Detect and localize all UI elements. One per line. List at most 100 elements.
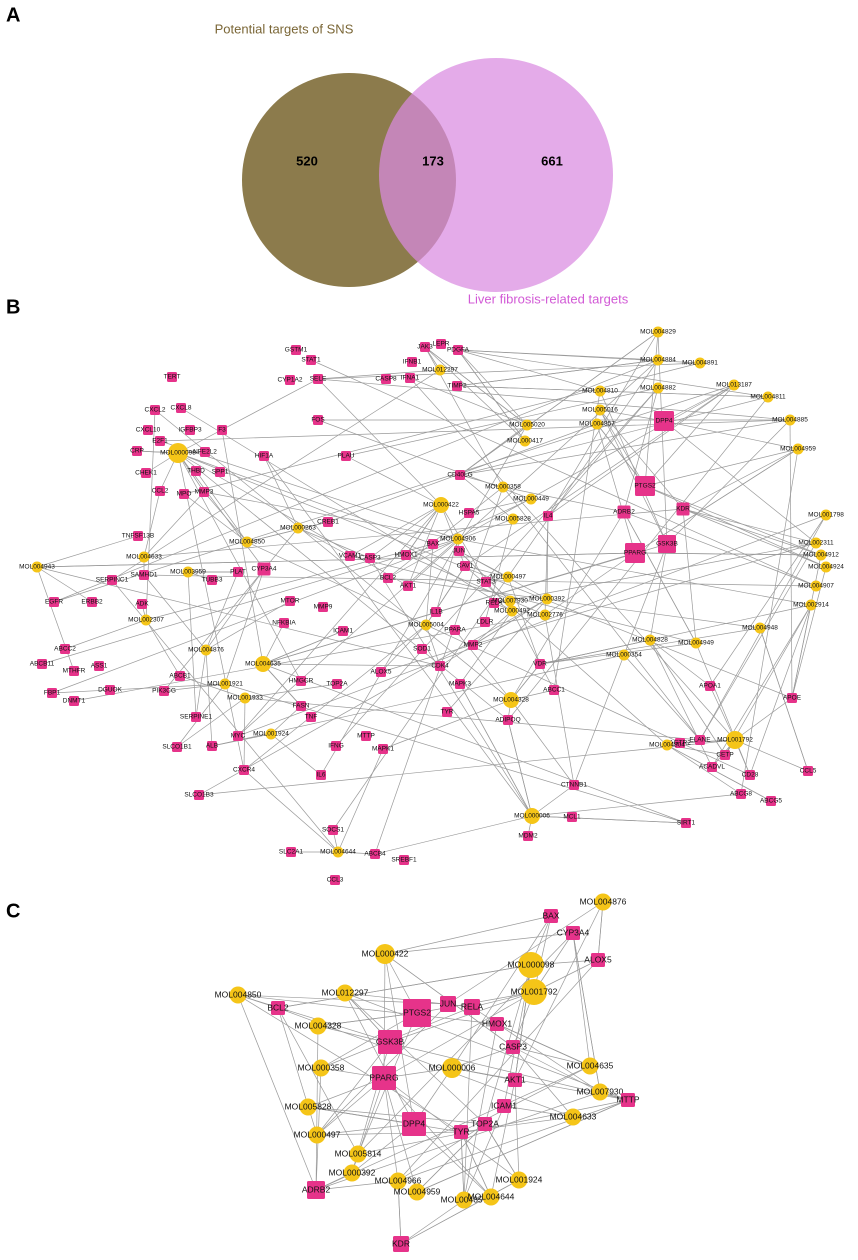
node-label: IGFBP3: [178, 427, 202, 434]
target-node: [508, 1073, 522, 1087]
edge: [413, 1123, 492, 1198]
edge: [383, 1077, 418, 1193]
node-label: RELA: [486, 600, 504, 607]
node-label: ALOX5: [584, 954, 612, 964]
edge: [539, 642, 697, 665]
node-label: SOCS1: [322, 827, 344, 834]
node-label: MOL000263: [280, 525, 316, 532]
node-label: MOL007930: [492, 598, 528, 605]
edge: [205, 571, 239, 651]
node-label: MOL000098: [508, 959, 555, 969]
node-label: MOL000392: [529, 596, 565, 603]
node-label: MOL004635: [567, 1060, 614, 1070]
compound-node: [455, 1191, 473, 1209]
edge: [384, 915, 552, 955]
edge: [317, 1025, 629, 1101]
node-label: MOL004828: [632, 637, 668, 644]
node-label: STAT3: [476, 579, 496, 586]
target-node: [635, 476, 655, 496]
edge: [547, 384, 735, 517]
edge: [345, 387, 659, 457]
node-label: MOL004328: [493, 697, 529, 704]
edge: [459, 683, 533, 817]
edge: [425, 624, 441, 667]
compound-node: [343, 1164, 361, 1182]
target-node: [431, 607, 441, 617]
target-node: [296, 676, 306, 686]
edge: [237, 994, 498, 1025]
edge: [451, 915, 552, 1069]
node-label: MOL004644: [320, 849, 356, 856]
target-node: [365, 553, 375, 563]
node-label: TOP2A: [471, 1118, 499, 1128]
compound-node: [521, 979, 547, 1005]
target-node: [37, 659, 47, 669]
target-node: [331, 741, 341, 751]
edge: [344, 992, 415, 1125]
node-label: SOD1: [413, 646, 431, 653]
target-node: [291, 345, 301, 355]
target-node: [436, 339, 446, 349]
node-label: ABCB11: [30, 661, 55, 668]
compound-node: [503, 692, 519, 708]
edge: [599, 409, 646, 487]
edge: [307, 1077, 385, 1108]
target-node: [94, 661, 104, 671]
node-label: ABCC1: [543, 687, 565, 694]
node-label: LDLR: [477, 619, 494, 626]
compound-node: [591, 418, 603, 430]
node-label: MOL004912: [803, 552, 839, 559]
node-label: PPARA: [444, 627, 466, 634]
edge: [484, 1123, 520, 1181]
edge: [457, 349, 601, 392]
node-label: SLCO1B3: [184, 792, 214, 799]
target-node: [175, 671, 185, 681]
node-label: IFNB1: [403, 359, 422, 366]
node-label: MOL000358: [298, 1062, 345, 1072]
node-label: MOL001792: [511, 986, 558, 996]
edge: [180, 407, 513, 612]
node-label: MOL004882: [640, 385, 676, 392]
edge: [553, 390, 601, 691]
target-node: [199, 487, 209, 497]
edge: [459, 474, 514, 520]
compound-node: [820, 509, 832, 521]
edge: [490, 1079, 516, 1198]
target-node: [506, 1040, 520, 1054]
edge: [36, 566, 441, 667]
node-label: IL6: [316, 772, 325, 779]
target-node: [489, 598, 499, 608]
node-label: MOL000098: [160, 450, 196, 457]
target-node: [681, 818, 691, 828]
edge: [634, 552, 822, 556]
node-label: DNMT1: [63, 698, 86, 705]
target-node: [217, 425, 227, 435]
node-label: MOL004943: [19, 564, 55, 571]
edge: [383, 991, 535, 1079]
node-label: IFNA1: [401, 375, 420, 382]
edge: [531, 793, 742, 817]
edge: [457, 349, 659, 361]
edge: [397, 1099, 629, 1182]
edge: [307, 1106, 486, 1125]
target-node: [464, 999, 480, 1015]
edge: [472, 610, 513, 646]
edge: [315, 1091, 601, 1191]
node-label: LEPR: [433, 341, 450, 348]
node-label: IL4: [543, 513, 552, 520]
edge: [539, 627, 761, 665]
node-label: MOL000497: [294, 1129, 341, 1139]
target-node: [141, 468, 151, 478]
target-node: [155, 436, 165, 446]
edge: [237, 504, 442, 737]
target-node: [454, 546, 464, 556]
target-node: [766, 796, 776, 806]
edge: [709, 685, 736, 741]
node-label: CCL5: [800, 768, 817, 775]
compound-node: [241, 536, 253, 548]
node-label: DGUOK: [98, 687, 123, 694]
edge: [262, 663, 441, 667]
node-label: MOL001924: [253, 731, 289, 738]
